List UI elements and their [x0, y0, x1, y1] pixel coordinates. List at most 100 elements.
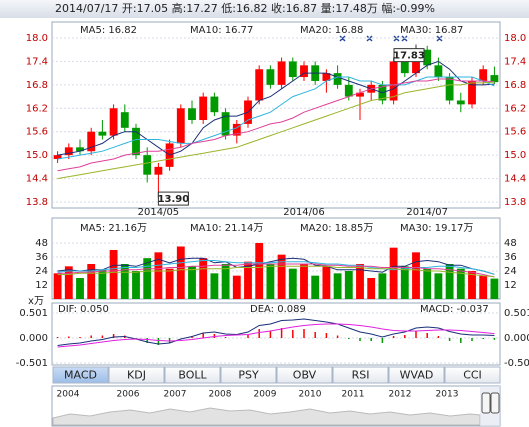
indicator-tab[interactable]: [388, 366, 445, 384]
volume-bar: [400, 266, 409, 299]
timeline-year: 2004: [57, 390, 80, 400]
volume-bar: [132, 271, 140, 299]
y-tick-label: 15.0: [26, 150, 48, 161]
header-text: 2014/07/17 开:17.05 高:17.27 低:16.82 收:16.…: [55, 1, 435, 15]
volume-bar: [389, 247, 398, 299]
timeline-year: 2012: [389, 390, 412, 400]
ma-line: [57, 323, 495, 348]
y-tick-label: 18.0: [26, 33, 48, 44]
legend-entry: MA20: 18.85万: [300, 223, 373, 234]
volume-bar: [143, 258, 152, 299]
timeline-handle[interactable]: [490, 392, 500, 414]
indicator-tab[interactable]: [220, 366, 277, 384]
x-tick-label: 2014/05: [138, 207, 180, 218]
legend-entry: DIF: 0.050: [58, 304, 109, 315]
candle-body: [199, 96, 208, 120]
indicator-tab[interactable]: [164, 366, 221, 384]
candle-body: [434, 65, 443, 78]
volume-bar: [188, 266, 196, 299]
y-tick-label: 17.4: [26, 56, 48, 67]
volume-bar: [244, 261, 252, 299]
y-tick-label: 16.8: [504, 80, 526, 91]
y-tick-label: 14.4: [26, 174, 48, 185]
price-panel: [51, 21, 501, 209]
volume-bar: [221, 264, 230, 299]
y-tick-label: 15.6: [26, 127, 48, 138]
indicator-tab-label[interactable]: OBV: [293, 369, 317, 382]
annotation: 17.83: [393, 51, 425, 62]
candle-body: [288, 61, 297, 78]
indicator-tab-label[interactable]: BOLL: [178, 369, 207, 382]
indicator-tab-label[interactable]: RSI: [352, 369, 370, 382]
candle-body: [176, 108, 185, 144]
y-tick-label: 24: [504, 266, 517, 277]
volume-bar: [490, 278, 499, 299]
legend-entry: MA20: 16.88: [300, 25, 363, 36]
indicator-tab-label[interactable]: MACD: [64, 369, 97, 382]
volume-bar: [356, 264, 364, 299]
volume-bar: [120, 264, 129, 299]
candle-body: [210, 96, 219, 113]
candle-body: [266, 69, 275, 85]
y-tick-label: 48: [35, 238, 48, 249]
volume-bar: [176, 246, 185, 299]
candle-body: [333, 73, 342, 85]
y-tick-label: -0.501: [16, 358, 48, 369]
volume-bar: [277, 254, 286, 299]
volume-bar: [322, 266, 331, 299]
annotation: 13.90: [158, 194, 190, 205]
legend-entry: MA30: 16.87: [400, 25, 463, 36]
legend-entry: DEA: 0.089: [250, 304, 306, 315]
y-tick-label: 14.4: [504, 174, 526, 185]
ma-line: [57, 265, 495, 278]
y-tick-label: 24: [35, 266, 48, 277]
candle-body: [322, 73, 331, 81]
ma-line: [57, 76, 495, 160]
y-tick-label: 36: [35, 252, 48, 263]
indicator-tab[interactable]: [444, 366, 501, 384]
candle-body: [423, 49, 432, 66]
indicator-tab-label[interactable]: CCI: [463, 369, 482, 382]
timeline-overview: [52, 407, 481, 426]
indicator-tab-label[interactable]: WVAD: [400, 369, 434, 382]
legend-entry: MA30: 19.17万: [400, 223, 473, 234]
indicator-tab-label[interactable]: PSY: [238, 369, 259, 382]
volume-bar: [378, 273, 387, 299]
y-tick-label: 17.4: [504, 56, 526, 67]
timeline-year: 2008: [209, 390, 232, 400]
candle-body: [389, 61, 398, 101]
y-tick-label: -0.501: [504, 358, 529, 369]
candle-body: [300, 65, 308, 78]
volume-bar: [76, 278, 84, 299]
legend-entry: MA10: 21.14万: [190, 223, 263, 234]
timeline-year: 2010: [299, 390, 322, 400]
indicator-tab-label[interactable]: KDJ: [127, 369, 146, 382]
volume-bar: [445, 264, 454, 299]
volume-bar: [64, 266, 73, 299]
indicator-tab[interactable]: [52, 366, 109, 384]
y-tick-label: 36: [504, 252, 517, 263]
candle-body: [445, 77, 454, 101]
candle-body: [53, 155, 62, 160]
volume-bar: [154, 252, 163, 299]
candle-body: [221, 112, 230, 136]
annotation-box: [393, 48, 425, 63]
indicator-tab[interactable]: [108, 366, 165, 384]
indicator-tab[interactable]: [332, 366, 389, 384]
y-tick-label: 13.8: [26, 197, 48, 208]
y-tick-label: 16.8: [26, 80, 48, 91]
indicator-tab[interactable]: [276, 366, 333, 384]
y-tick-label: 15.6: [504, 127, 526, 138]
candle-body: [400, 61, 409, 74]
timeline-handle[interactable]: [481, 392, 491, 414]
ma-line: [57, 78, 495, 172]
annotation-box: [157, 191, 189, 206]
volume-bar: [109, 250, 118, 299]
volume-bar: [165, 268, 174, 299]
y-tick-label: 12: [35, 280, 48, 291]
volume-bar: [288, 268, 297, 299]
y-tick-label: 16.2: [26, 103, 48, 114]
volume-bar: [210, 273, 219, 299]
volume-bar: [333, 273, 342, 299]
